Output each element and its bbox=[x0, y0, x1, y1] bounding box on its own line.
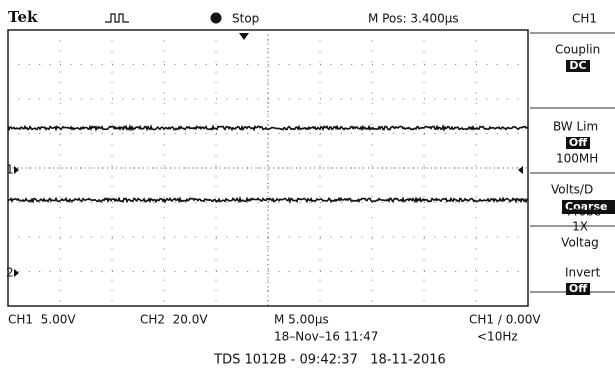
menu-value: Off bbox=[569, 136, 587, 149]
menu-channel: CH1 bbox=[572, 12, 597, 26]
ch1-marker: 1 bbox=[6, 163, 14, 177]
brand: Tek bbox=[8, 8, 38, 26]
ch1-scale: CH1 5.00V bbox=[8, 313, 76, 327]
run-state: Stop bbox=[232, 12, 259, 26]
menu-title[interactable]: Invert bbox=[565, 266, 601, 280]
ch2-scale: CH2 20.0V bbox=[140, 313, 208, 327]
datetime: 18–Nov–16 11:47 bbox=[274, 330, 378, 344]
ch2-marker: 2 bbox=[6, 266, 14, 280]
menu-value: 1X bbox=[572, 220, 588, 234]
horizontal-position: M Pos: 3.400µs bbox=[368, 12, 459, 26]
menu-extra: 100MH bbox=[556, 152, 598, 166]
menu-title[interactable]: Couplin bbox=[555, 43, 600, 57]
trigger-frequency: <10Hz bbox=[477, 330, 518, 344]
trigger-setting: CH1 ∕ 0.00V bbox=[469, 313, 541, 327]
menu-value: Voltag bbox=[561, 236, 599, 250]
menu-value: Off bbox=[569, 282, 587, 295]
menu-title[interactable]: BW Lim bbox=[553, 120, 598, 134]
stop-dot bbox=[211, 13, 222, 24]
menu-title[interactable]: Probe bbox=[567, 205, 601, 219]
menu-title[interactable]: Volts/D bbox=[551, 183, 593, 197]
timebase: M 5.00µs bbox=[274, 313, 329, 327]
menu-value: DC bbox=[569, 59, 586, 72]
scope-screen: Tek Stop M Pos: 3.400µs CH1 Couplin DC B… bbox=[0, 0, 615, 371]
footer: TDS 1012B - 09:42:37 18-11-2016 bbox=[213, 353, 446, 368]
